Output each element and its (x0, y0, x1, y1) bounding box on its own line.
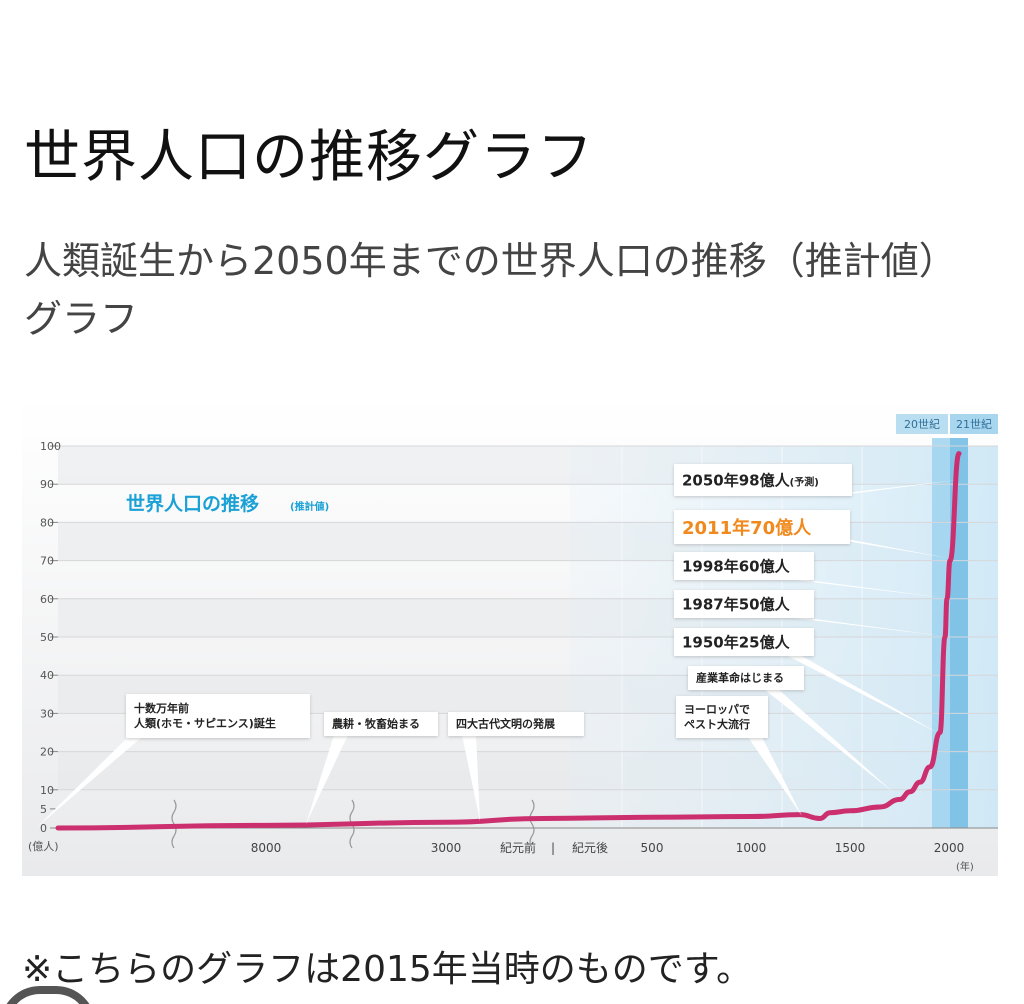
y-tick-label: 100 (40, 440, 61, 453)
annotation-2050-pointer (828, 480, 957, 495)
page-title: 世界人口の推移グラフ (24, 125, 594, 190)
annotation-agriculture-box (324, 712, 438, 736)
annotation-homo-sapiens-text: 十数万年前 (134, 701, 189, 715)
chart-svg: 20世紀 21世紀 0 5 10 20 30 40 50 60 70 80 90 100 (億人) (年) 8… (22, 398, 998, 876)
annotation-1987-text: 1987年50億人 (682, 596, 791, 614)
y-tick-label: 0 (40, 822, 47, 835)
y-tick-label: 40 (40, 669, 54, 682)
annotation-2011-box (674, 510, 850, 544)
annotation-black-death-text: ヨーロッパで (684, 703, 750, 716)
x-tick-label: 3000 (431, 841, 462, 855)
y-tick-label: 60 (40, 593, 54, 606)
y-tick-label: 80 (40, 516, 54, 529)
annotation-agriculture-pointer (306, 735, 348, 824)
annotation-agriculture-text: 農耕・牧畜始まる (332, 717, 420, 731)
x-tick-label: 2000 (934, 841, 965, 855)
annotation-1950-box (674, 628, 814, 656)
annotation-black-death-text: ペスト大流行 (684, 717, 750, 731)
annotation-1998-pointer (786, 579, 945, 598)
x-tick-label: 紀元前 (500, 840, 536, 855)
annotation-homo-sapiens-box (126, 694, 310, 738)
annotation-1998-box (674, 552, 814, 580)
annotation-1987-box (674, 590, 814, 618)
population-chart: 20世紀 21世紀 0 5 10 20 30 40 50 60 70 80 90 100 (億人) (年) 8… (22, 398, 998, 876)
y-tick-label: 30 (40, 707, 54, 720)
x-tick-label: 1000 (736, 841, 767, 855)
annotation-1987-pointer (786, 617, 943, 636)
y-axis-label: (億人) (28, 840, 59, 853)
annotation-black-death-box (676, 696, 768, 738)
chart-title-note: (推計値) (290, 500, 329, 513)
x-tick-label: 500 (641, 841, 664, 855)
y-tick-label: 70 (40, 555, 54, 568)
y-tick-label: 10 (40, 784, 54, 797)
century-label-20th: 20世紀 (904, 418, 940, 431)
y-tick-label: 50 (40, 631, 54, 644)
y-tick-label: 20 (40, 746, 54, 759)
annotation-industrial-revolution-pointer (764, 689, 894, 793)
century-label-bg-21st (950, 414, 998, 434)
century-label-21st: 21世紀 (956, 418, 992, 431)
annotation-1950-pointer (786, 655, 938, 733)
x-tick-label: 1500 (835, 841, 866, 855)
annotation-ancient-civilizations-box (448, 712, 584, 736)
axis-break-mark (529, 799, 535, 849)
annotation-2011-pointer (822, 537, 948, 558)
century-band-20th (932, 438, 950, 828)
annotation-industrial-revolution-box (688, 666, 804, 690)
x-tick-label: 紀元後 (572, 841, 608, 855)
chart-title: 世界人口の推移 (126, 492, 259, 515)
x-tick-label: | (551, 841, 555, 855)
annotation-homo-sapiens-text: 人類(ホモ・サピエンス)誕生 (134, 716, 276, 730)
annotation-ancient-civilizations-text: 四大古代文明の発展 (456, 717, 556, 731)
page-subtitle: 人類誕生から2050年までの世界人口の推移（推計値）グラフ (24, 239, 957, 341)
annotation-2050-note: (予測) (790, 476, 819, 489)
x-axis-label: (年) (956, 860, 974, 873)
x-tick-label: 8000 (251, 841, 282, 855)
annotation-industrial-revolution-text: 産業革命はじまる (696, 671, 784, 685)
annotation-2050-text: 2050年98億人(予測) (682, 472, 819, 490)
annotation-homo-sapiens-pointer (36, 737, 142, 828)
annotation-ancient-civilizations-pointer (462, 735, 480, 821)
y-tick-label: 5 (40, 803, 47, 816)
annotation-1950-text: 1950年25億人 (682, 634, 791, 652)
century-label-bg-20th (896, 414, 948, 434)
annotation-2050-box (674, 464, 852, 496)
y-tick-label: 90 (40, 478, 54, 491)
annotation-1998-text: 1998年60億人 (682, 558, 791, 576)
population-line (55, 451, 962, 831)
annotation-black-death-pointer (748, 737, 802, 816)
annotation-2011-text: 2011年70億人 (682, 517, 812, 539)
footnote: ※こちらのグラフは2015年当時のものです。 (22, 949, 753, 990)
